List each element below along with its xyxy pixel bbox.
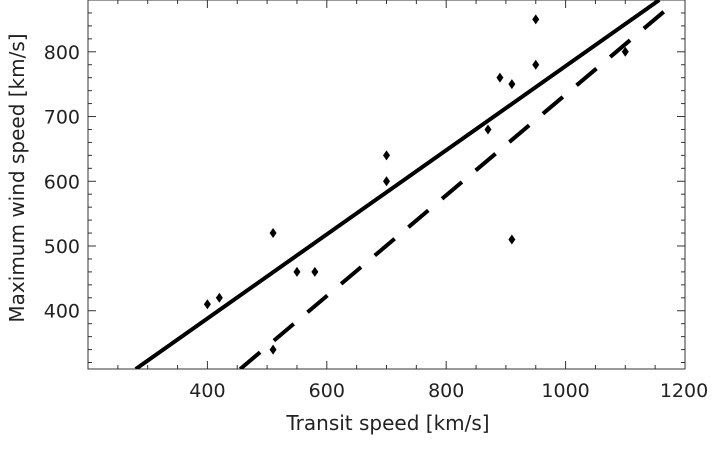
data-point xyxy=(269,344,277,355)
dashed-fit-line xyxy=(238,4,672,369)
minor-ticks xyxy=(88,0,685,369)
x-tick-label: 800 xyxy=(428,380,464,402)
data-point xyxy=(311,266,319,277)
data-point xyxy=(508,234,516,245)
x-tick-label: 400 xyxy=(189,380,225,402)
data-point xyxy=(203,299,211,310)
data-point xyxy=(532,14,540,25)
x-tick-label: 1200 xyxy=(660,380,708,402)
y-tick-label: 600 xyxy=(44,171,80,193)
data-point xyxy=(383,150,390,161)
y-tick-label: 800 xyxy=(44,42,80,64)
data-point xyxy=(621,46,629,57)
y-tick-labels: 400 500 600 700 800 xyxy=(44,42,80,323)
data-point xyxy=(269,228,277,239)
data-point xyxy=(293,266,301,277)
data-point xyxy=(496,72,504,83)
x-tick-labels: 400 600 800 1000 1200 xyxy=(189,380,708,402)
data-point xyxy=(215,292,223,303)
y-tick-label: 500 xyxy=(44,236,80,258)
x-tick-label: 1000 xyxy=(541,380,589,402)
data-point xyxy=(383,176,390,187)
x-axis-label: Transit speed [km/s] xyxy=(285,411,489,435)
data-point xyxy=(532,59,540,70)
data-points xyxy=(203,14,629,355)
y-tick-label: 400 xyxy=(44,301,80,323)
data-point xyxy=(484,124,492,135)
y-axis-label: Maximum wind speed [km/s] xyxy=(5,33,29,322)
data-point xyxy=(508,79,516,90)
major-ticks xyxy=(88,0,686,369)
fit-lines xyxy=(134,0,672,369)
solid-fit-line xyxy=(134,0,661,369)
x-tick-label: 600 xyxy=(309,380,345,402)
y-tick-label: 700 xyxy=(44,107,80,129)
